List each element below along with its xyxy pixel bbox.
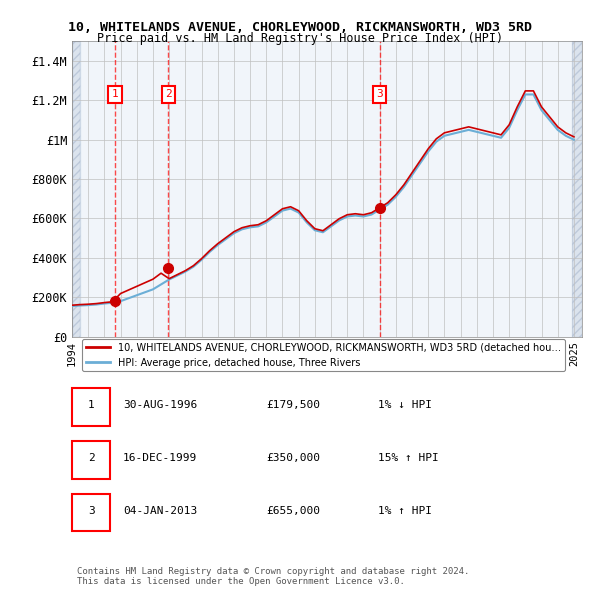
FancyBboxPatch shape [72,441,110,478]
FancyBboxPatch shape [72,494,110,531]
Text: 16-DEC-1999: 16-DEC-1999 [123,453,197,463]
Text: 2: 2 [165,90,172,100]
Text: 04-JAN-2013: 04-JAN-2013 [123,506,197,516]
Bar [80,41,572,336]
Text: Price paid vs. HM Land Registry's House Price Index (HPI): Price paid vs. HM Land Registry's House … [97,32,503,45]
Legend: 10, WHITELANDS AVENUE, CHORLEYWOOD, RICKMANSWORTH, WD3 5RD (detached hou…, HPI: : 10, WHITELANDS AVENUE, CHORLEYWOOD, RICK… [82,339,565,372]
Text: £350,000: £350,000 [266,453,320,463]
Text: 1% ↓ HPI: 1% ↓ HPI [378,401,432,410]
Text: 1: 1 [112,90,118,100]
Text: 1: 1 [88,401,95,410]
Text: £179,500: £179,500 [266,401,320,410]
Text: 15% ↑ HPI: 15% ↑ HPI [378,453,439,463]
Bar [72,41,80,336]
Text: £655,000: £655,000 [266,506,320,516]
FancyBboxPatch shape [72,388,110,426]
Text: 3: 3 [88,506,95,516]
Text: 30-AUG-1996: 30-AUG-1996 [123,401,197,410]
Bar [572,41,582,336]
Text: 3: 3 [376,90,383,100]
Text: 2: 2 [88,453,95,463]
Text: 1% ↑ HPI: 1% ↑ HPI [378,506,432,516]
Text: 10, WHITELANDS AVENUE, CHORLEYWOOD, RICKMANSWORTH, WD3 5RD: 10, WHITELANDS AVENUE, CHORLEYWOOD, RICK… [68,21,532,34]
Text: Contains HM Land Registry data © Crown copyright and database right 2024.
This d: Contains HM Land Registry data © Crown c… [77,567,469,586]
